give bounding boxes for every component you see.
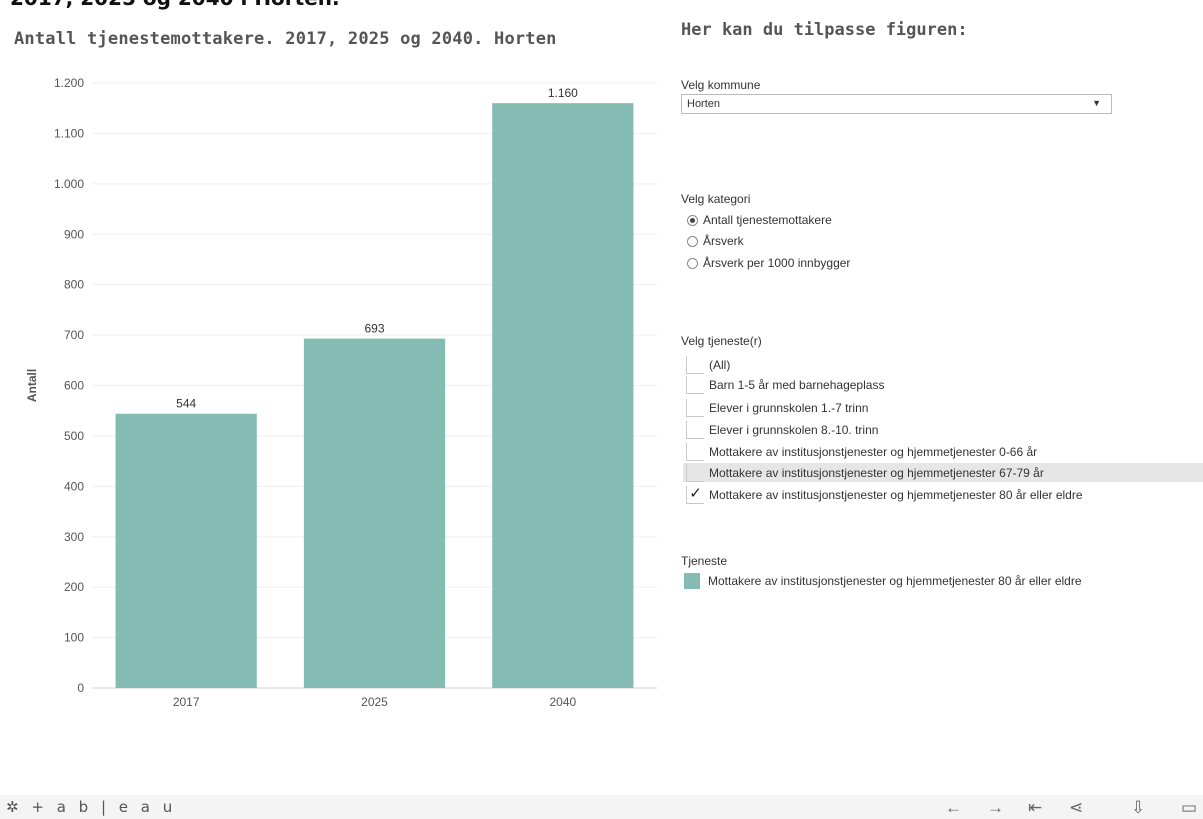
undo-icon[interactable]: ←: [945, 798, 962, 817]
radio-empty-icon: [687, 257, 698, 269]
radio-arsverk-per-1000[interactable]: Årsverk per 1000 innbygger: [687, 254, 850, 272]
y-tick-label: 700: [64, 328, 84, 342]
x-tick-label: 2040: [549, 695, 576, 709]
bar[interactable]: [115, 413, 257, 688]
checkbox-label: Mottakere av institusjonstjenester og hj…: [709, 465, 1044, 480]
page-title: 2017, 2025 og 2040 i Horten.: [10, 0, 340, 10]
footer-bar: [0, 795, 1203, 819]
y-tick-label: 400: [64, 479, 84, 493]
bar[interactable]: [492, 103, 634, 688]
kategori-label: Velg kategori: [681, 192, 751, 206]
tableau-logo[interactable]: ✲ + a b | e a u: [6, 798, 176, 816]
checkbox-grunnskole-8-10[interactable]: Elever i grunnskolen 8.-10. trinn: [683, 420, 1203, 439]
y-tick-label: 600: [64, 379, 84, 393]
checkbox-label: Barn 1-5 år med barnehageplass: [709, 377, 885, 392]
y-tick-label: 1.000: [54, 177, 84, 191]
radio-empty-icon: [687, 235, 698, 247]
x-tick-label: 2025: [361, 695, 388, 709]
controls-title: Her kan du tilpasse figuren:: [681, 20, 968, 40]
radio-label: Årsverk per 1000 innbygger: [703, 256, 851, 270]
legend-label: Mottakere av institusjonstjenester og hj…: [708, 574, 1082, 588]
checkbox-label: Mottakere av institusjonstjenester og hj…: [709, 444, 1038, 459]
tjeneste-label: Velg tjeneste(r): [681, 334, 762, 348]
checkbox-icon: [686, 463, 704, 482]
radio-label: Antall tjenestemottakere: [703, 213, 832, 227]
legend-item: Mottakere av institusjonstjenester og hj…: [684, 573, 1082, 589]
data-label: 693: [364, 322, 384, 336]
radio-arsverk[interactable]: Årsverk: [687, 232, 744, 250]
x-tick-label: 2017: [173, 695, 200, 709]
y-tick-label: 200: [64, 580, 84, 594]
chart-title: Antall tjenestemottakere. 2017, 2025 og …: [14, 29, 557, 49]
y-tick-label: 500: [64, 429, 84, 443]
checkbox-icon: [686, 355, 704, 374]
data-label: 1.160: [548, 86, 578, 100]
checkbox-label: Elever i grunnskolen 8.-10. trinn: [709, 422, 879, 437]
dropdown-arrow-icon: ▼: [1092, 98, 1101, 108]
checkbox-label: Elever i grunnskolen 1.-7 trinn: [709, 400, 869, 415]
redo-icon[interactable]: →: [987, 798, 1004, 817]
checkbox-barnehage[interactable]: Barn 1-5 år med barnehageplass: [683, 375, 1203, 394]
checkbox-icon: [686, 375, 704, 394]
checkbox-mottakere-80[interactable]: ✓ Mottakere av institusjonstjenester og …: [683, 485, 1203, 504]
kommune-value: Horten: [687, 98, 721, 110]
download-icon[interactable]: ⇩: [1131, 798, 1146, 817]
radio-label: Årsverk: [703, 234, 744, 248]
tableau-mark-icon: ✲: [6, 798, 23, 816]
kommune-label: Velg kommune: [681, 78, 761, 92]
bar[interactable]: [303, 338, 446, 688]
radio-selected-icon: [687, 214, 698, 226]
kommune-select[interactable]: Horten ▼: [681, 94, 1112, 114]
checkbox-label: (All): [709, 357, 731, 372]
checkbox-label: Mottakere av institusjonstjenester og hj…: [709, 487, 1083, 502]
legend-title: Tjeneste: [681, 554, 728, 568]
y-tick-label: 900: [64, 227, 84, 241]
checkbox-all[interactable]: (All): [683, 355, 1203, 374]
radio-antall[interactable]: Antall tjenestemottakere: [687, 211, 832, 229]
y-tick-label: 1.100: [54, 126, 84, 140]
y-tick-label: 0: [77, 681, 84, 695]
y-tick-label: 1.200: [54, 76, 84, 90]
data-label: 544: [176, 397, 196, 411]
y-tick-label: 300: [64, 530, 84, 544]
fullscreen-icon[interactable]: ▭: [1181, 798, 1198, 817]
share-icon[interactable]: ⋖: [1069, 798, 1084, 817]
bar-chart: 0 100 200 300 400 500 600 700 800 900 1.000 1.100 1.…: [25, 76, 657, 709]
legend-swatch: [684, 573, 700, 589]
checkbox-icon: [686, 442, 704, 461]
checkbox-mottakere-0-66[interactable]: Mottakere av institusjonstjenester og hj…: [683, 442, 1203, 461]
checkmark-icon: ✓: [686, 485, 704, 504]
logo-text: + a b | e a u: [31, 798, 177, 816]
y-tick-label: 100: [64, 631, 84, 645]
checkbox-icon: [686, 420, 704, 439]
checkbox-grunnskole-1-7[interactable]: Elever i grunnskolen 1.-7 trinn: [683, 398, 1203, 417]
revert-icon[interactable]: ⇤: [1028, 798, 1043, 817]
checkbox-icon: [686, 398, 704, 417]
checkbox-mottakere-67-79[interactable]: Mottakere av institusjonstjenester og hj…: [683, 463, 1203, 482]
y-tick-label: 800: [64, 278, 84, 292]
y-axis-label: Antall: [25, 369, 39, 402]
